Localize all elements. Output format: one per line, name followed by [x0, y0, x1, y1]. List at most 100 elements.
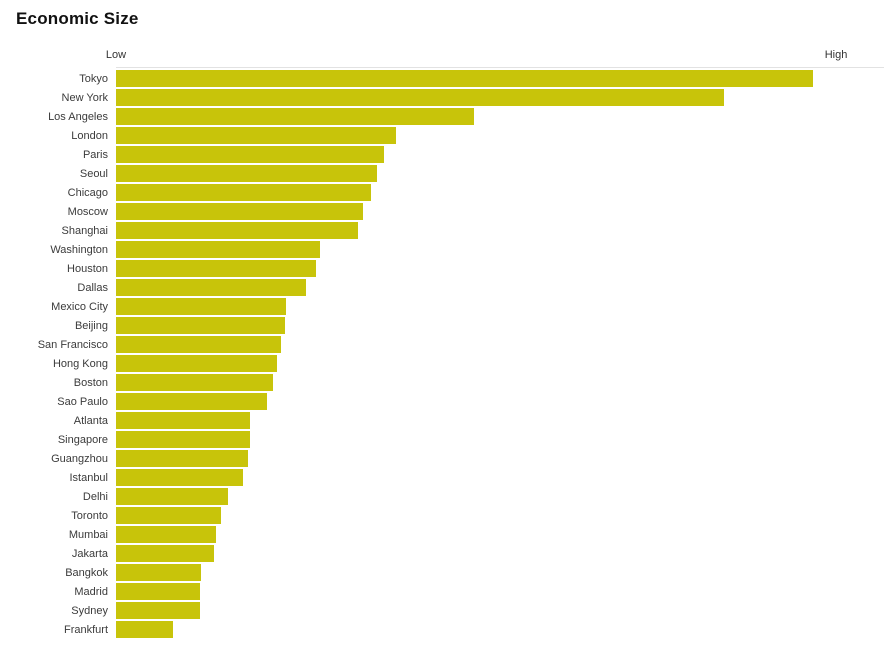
bar[interactable]: [116, 146, 385, 163]
bar-track: [116, 298, 884, 315]
bar-row: Toronto: [0, 507, 884, 524]
bar[interactable]: [116, 469, 243, 486]
bar-row: Atlanta: [0, 412, 884, 429]
bar[interactable]: [116, 412, 250, 429]
bar[interactable]: [116, 374, 273, 391]
category-label: Tokyo: [79, 72, 108, 85]
bar-row: Mumbai: [0, 526, 884, 543]
bar[interactable]: [116, 621, 173, 638]
bar[interactable]: [116, 355, 278, 372]
bar-track: [116, 317, 884, 334]
category-label: Toronto: [71, 509, 108, 522]
bar-track: [116, 469, 884, 486]
category-label: Moscow: [67, 205, 108, 218]
bar[interactable]: [116, 108, 474, 125]
category-label: Houston: [67, 262, 108, 275]
bar-track: [116, 279, 884, 296]
bar[interactable]: [116, 89, 725, 106]
category-label: Los Angeles: [48, 110, 108, 123]
category-label: Bangkok: [65, 566, 108, 579]
bar-track: [116, 127, 884, 144]
bar[interactable]: [116, 317, 285, 334]
bar[interactable]: [116, 184, 371, 201]
bar-track: [116, 336, 884, 353]
bar[interactable]: [116, 279, 306, 296]
bar[interactable]: [116, 602, 200, 619]
axis-label-low: Low: [105, 49, 127, 61]
bar-track: [116, 203, 884, 220]
bar-track: [116, 488, 884, 505]
bar[interactable]: [116, 393, 268, 410]
category-label: Frankfurt: [63, 623, 108, 636]
bar-track: [116, 184, 884, 201]
category-label: San Francisco: [37, 338, 108, 351]
bar-track: [116, 222, 884, 239]
bar[interactable]: [116, 260, 316, 277]
bar-row: Jakarta: [0, 545, 884, 562]
category-label: Mumbai: [68, 528, 108, 541]
bar[interactable]: [116, 203, 364, 220]
bar-row: Guangzhou: [0, 450, 884, 467]
bar[interactable]: [116, 526, 216, 543]
bar-track: [116, 146, 884, 163]
category-label: Chicago: [67, 186, 108, 199]
bar[interactable]: [116, 298, 286, 315]
bar[interactable]: [116, 583, 200, 600]
bar-row: Tokyo: [0, 70, 884, 87]
bar-row: Dallas: [0, 279, 884, 296]
bar-row: Singapore: [0, 431, 884, 448]
bar[interactable]: [116, 165, 378, 182]
bar-row: Hong Kong: [0, 355, 884, 372]
bar[interactable]: [116, 564, 202, 581]
bar-row: Istanbul: [0, 469, 884, 486]
bar-row: London: [0, 127, 884, 144]
bar-row: Los Angeles: [0, 108, 884, 125]
bar-row: Sydney: [0, 602, 884, 619]
bar-track: [116, 355, 884, 372]
bar-track: [116, 108, 884, 125]
category-label: Shanghai: [61, 224, 109, 237]
bar-track: [116, 431, 884, 448]
category-label: New York: [61, 91, 108, 104]
bar-track: [116, 241, 884, 258]
bar[interactable]: [116, 222, 358, 239]
bar-track: [116, 165, 884, 182]
bar-track: [116, 545, 884, 562]
bar-row: Chicago: [0, 184, 884, 201]
bar[interactable]: [116, 431, 250, 448]
bar-row: Madrid: [0, 583, 884, 600]
category-label: Sao Paulo: [57, 395, 108, 408]
category-label: Boston: [73, 376, 108, 389]
category-label: Beijing: [74, 319, 108, 332]
bar-track: [116, 393, 884, 410]
bar[interactable]: [116, 336, 282, 353]
bar-track: [116, 583, 884, 600]
category-label: Hong Kong: [52, 357, 108, 370]
bar[interactable]: [116, 488, 229, 505]
bar-track: [116, 260, 884, 277]
bar[interactable]: [116, 241, 321, 258]
bar[interactable]: [116, 507, 222, 524]
category-label: Istanbul: [69, 471, 108, 484]
category-label: Jakarta: [71, 547, 108, 560]
bar[interactable]: [116, 70, 814, 87]
bar[interactable]: [116, 450, 249, 467]
category-label: Washington: [50, 243, 108, 256]
category-label: Madrid: [74, 585, 108, 598]
bar-row: Bangkok: [0, 564, 884, 581]
bar-track: [116, 526, 884, 543]
bar-row: New York: [0, 89, 884, 106]
bar[interactable]: [116, 545, 215, 562]
bar-row: Moscow: [0, 203, 884, 220]
axis-label-high: High: [824, 49, 848, 61]
bar-row: Mexico City: [0, 298, 884, 315]
category-label: Mexico City: [51, 300, 108, 313]
bar-row: Seoul: [0, 165, 884, 182]
bar[interactable]: [116, 127, 397, 144]
bar-row: Boston: [0, 374, 884, 391]
bar-track: [116, 89, 884, 106]
bar-track: [116, 450, 884, 467]
axis-line: [116, 67, 884, 68]
bar-row: Beijing: [0, 317, 884, 334]
